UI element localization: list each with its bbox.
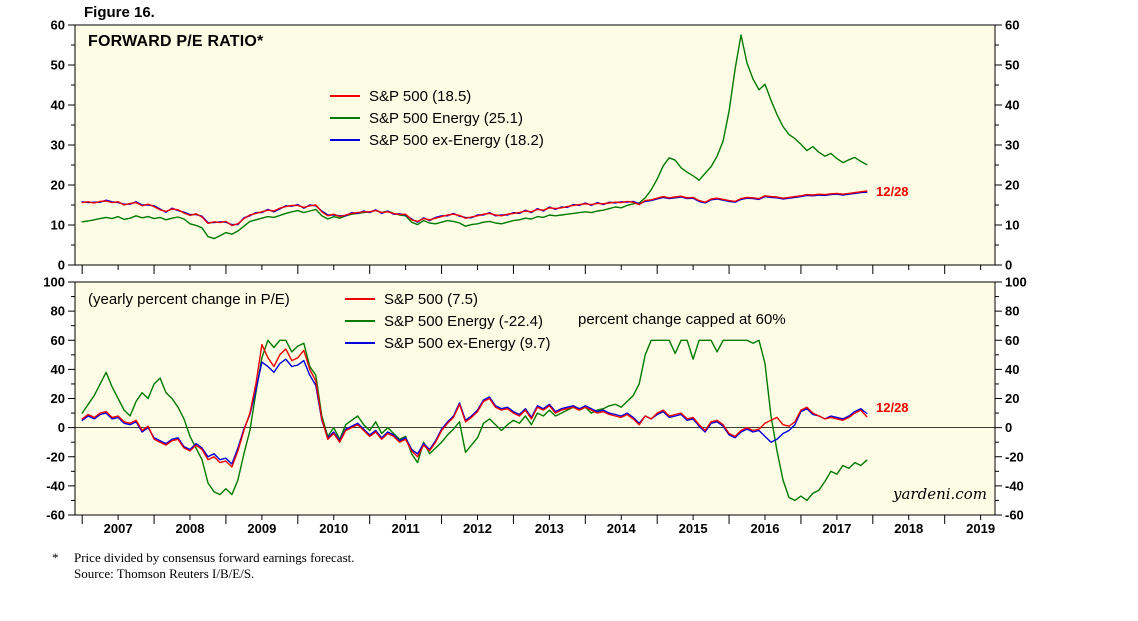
x-axis-year-label: 2018 [894, 521, 923, 536]
legend-top: S&P 500 (18.5) S&P 500 Energy (25.1) S&P… [330, 85, 544, 151]
svg-text:40: 40 [1005, 98, 1019, 113]
legend-line-ex-energy-icon [330, 139, 360, 141]
svg-text:10: 10 [51, 218, 65, 233]
footnote-source: Source: Thomson Reuters I/B/E/S. [74, 566, 255, 581]
legend-line-energy-pct-icon [345, 320, 375, 322]
legend-bottom: S&P 500 (7.5) S&P 500 Energy (-22.4) S&P… [345, 288, 550, 354]
legend-item-sp500: S&P 500 (18.5) [330, 85, 544, 107]
svg-text:-60: -60 [1005, 508, 1024, 523]
latest-date-label-bottom: 12/28 [876, 400, 909, 415]
latest-date-label-top: 12/28 [876, 184, 909, 199]
x-axis-year-label: 2017 [822, 521, 851, 536]
series-line-s-p-500 [81, 190, 868, 227]
svg-text:20: 20 [51, 391, 65, 406]
x-axis-year-label: 2008 [176, 521, 205, 536]
x-axis-year-label: 2015 [679, 521, 708, 536]
legend-label-sp500-pct: S&P 500 (7.5) [384, 290, 478, 308]
svg-text:-40: -40 [46, 478, 65, 493]
x-axis-year-label: 2013 [535, 521, 564, 536]
svg-text:80: 80 [1005, 304, 1019, 319]
legend-line-sp500-pct-icon [345, 298, 375, 300]
x-axis-year-label: 2014 [607, 521, 637, 536]
svg-text:50: 50 [51, 58, 65, 73]
svg-text:40: 40 [1005, 362, 1019, 377]
x-axis-year-label: 2007 [104, 521, 133, 536]
legend-item-energy-pct: S&P 500 Energy (-22.4) [345, 310, 550, 332]
legend-label-energy: S&P 500 Energy (25.1) [369, 109, 523, 127]
series-line-s-p-500-energy [81, 34, 868, 240]
svg-text:0: 0 [1005, 420, 1012, 435]
legend-label-ex-energy-pct: S&P 500 ex-Energy (9.7) [384, 334, 551, 352]
legend-item-sp500-pct: S&P 500 (7.5) [345, 288, 550, 310]
svg-text:50: 50 [1005, 58, 1019, 73]
watermark: yardeni.com [893, 485, 987, 503]
svg-text:-20: -20 [46, 449, 65, 464]
top-panel-title: FORWARD P/E RATIO* [88, 33, 264, 50]
svg-text:-20: -20 [1005, 449, 1024, 464]
legend-line-sp500-icon [330, 95, 360, 97]
bottom-panel-subtitle: (yearly percent change in P/E) [88, 291, 290, 308]
svg-text:60: 60 [1005, 18, 1019, 33]
svg-text:40: 40 [51, 362, 65, 377]
footnote-definition: * Price divided by consensus forward earn… [52, 550, 355, 566]
footnote-text: Price divided by consensus forward earni… [74, 550, 355, 565]
svg-text:30: 30 [1005, 138, 1019, 153]
svg-text:100: 100 [1005, 275, 1027, 290]
svg-text:30: 30 [51, 138, 65, 153]
x-axis-year-label: 2019 [966, 521, 995, 536]
footnote-asterisk: * [52, 550, 59, 565]
legend-label-ex-energy: S&P 500 ex-Energy (18.2) [369, 131, 544, 149]
svg-text:100: 100 [43, 275, 65, 290]
x-axis-year-label: 2012 [463, 521, 492, 536]
x-axis-year-label: 2010 [319, 521, 348, 536]
series-line-s-p-500-energy [81, 339, 868, 502]
footnotes: * Price divided by consensus forward earn… [52, 550, 355, 582]
legend-line-ex-energy-pct-icon [345, 342, 375, 344]
svg-text:60: 60 [1005, 333, 1019, 348]
x-axis-year-label: 2016 [751, 521, 780, 536]
legend-label-sp500: S&P 500 (18.5) [369, 87, 472, 105]
svg-text:80: 80 [51, 304, 65, 319]
legend-item-ex-energy: S&P 500 ex-Energy (18.2) [330, 129, 544, 151]
svg-text:20: 20 [1005, 391, 1019, 406]
svg-text:20: 20 [1005, 178, 1019, 193]
svg-text:-40: -40 [1005, 478, 1024, 493]
series-line-s-p-500 [81, 343, 868, 468]
cap-annotation: percent change capped at 60% [578, 311, 786, 328]
svg-text:20: 20 [51, 178, 65, 193]
legend-label-energy-pct: S&P 500 Energy (-22.4) [384, 312, 543, 330]
x-axis-year-label: 2009 [247, 521, 276, 536]
legend-line-energy-icon [330, 117, 360, 119]
svg-text:60: 60 [51, 18, 65, 33]
legend-item-ex-energy-pct: S&P 500 ex-Energy (9.7) [345, 332, 550, 354]
legend-item-energy: S&P 500 Energy (25.1) [330, 107, 544, 129]
svg-text:0: 0 [58, 258, 65, 273]
svg-text:10: 10 [1005, 218, 1019, 233]
figure-title: Figure 16. [84, 4, 155, 21]
svg-text:-60: -60 [46, 508, 65, 523]
svg-text:40: 40 [51, 98, 65, 113]
series-line-s-p-500-ex-energy [81, 358, 868, 465]
x-axis-year-label: 2011 [392, 521, 420, 536]
svg-text:0: 0 [1005, 258, 1012, 273]
svg-text:0: 0 [58, 420, 65, 435]
svg-text:60: 60 [51, 333, 65, 348]
